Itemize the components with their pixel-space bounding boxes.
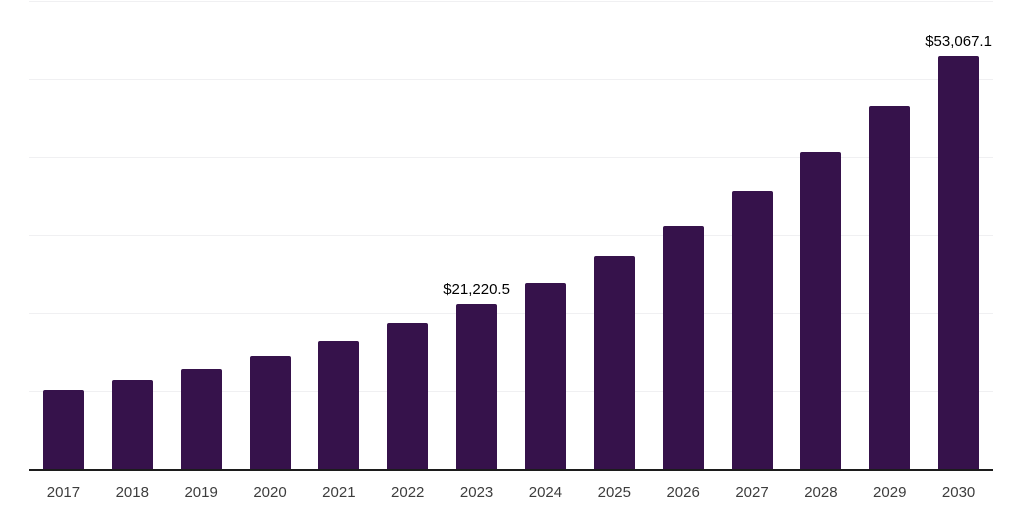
plot-area: $21,220.5 $53,067.1: [29, 1, 993, 470]
data-label-2023: $21,220.5: [443, 281, 510, 299]
bar-2023: [456, 304, 498, 470]
x-tick-label-2024: 2024: [528, 484, 563, 501]
bar-2020: [249, 355, 291, 470]
x-tick-label-2017: 2017: [46, 484, 81, 501]
gridline: [29, 235, 993, 236]
x-tick-label-2028: 2028: [804, 484, 838, 501]
bar-2017: [42, 389, 84, 470]
x-tick-label-2021: 2021: [322, 484, 356, 501]
x-tick-label-2030: 2030: [941, 484, 976, 501]
gridline: [29, 1, 993, 2]
x-axis-line: [29, 469, 993, 471]
bar-2025: [593, 256, 635, 470]
x-tick-label-2029: 2029: [873, 484, 907, 501]
x-tick-label-2023: 2023: [459, 484, 494, 501]
x-tick-label-2022: 2022: [391, 484, 425, 501]
data-label-2030: $53,067.1: [925, 33, 992, 51]
bar-2022: [387, 323, 429, 470]
x-tick-label-2025: 2025: [597, 484, 631, 501]
gridline: [29, 157, 993, 158]
x-tick-label-2026: 2026: [666, 484, 700, 501]
bar-2024: [524, 282, 566, 470]
gridline: [29, 391, 993, 392]
gridline: [29, 313, 993, 314]
bar-2030: [938, 56, 980, 470]
bar-2019: [180, 368, 222, 470]
x-axis-labels: 2017 2018 2019 2020 2021 2022 2023 2024 2025 2026…: [29, 483, 993, 503]
bar-2028: [800, 151, 842, 470]
x-tick-label-2019: 2019: [184, 484, 218, 501]
gridline: [29, 79, 993, 80]
x-tick-label-2027: 2027: [735, 484, 769, 501]
bar-2026: [662, 226, 704, 470]
bar-2021: [318, 341, 360, 470]
x-tick-label-2020: 2020: [253, 484, 287, 501]
bar-2027: [731, 190, 773, 470]
bar-2029: [869, 105, 911, 470]
x-tick-label-2018: 2018: [115, 484, 149, 501]
bar-2018: [111, 379, 153, 470]
